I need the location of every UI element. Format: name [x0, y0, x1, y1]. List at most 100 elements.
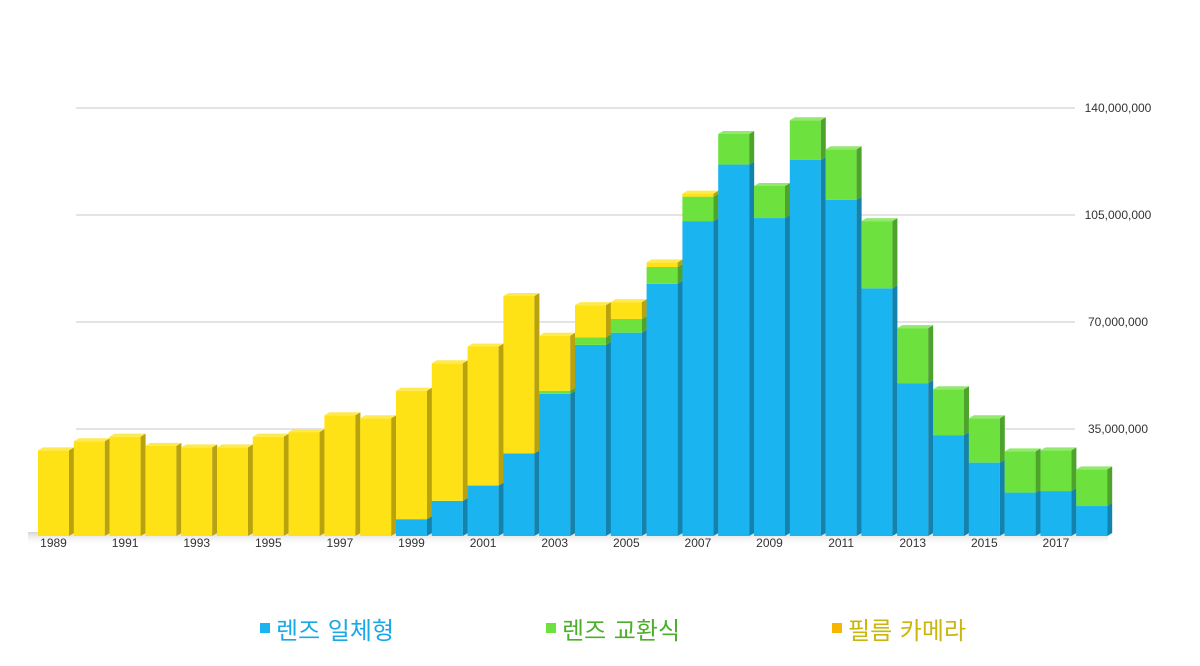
- bar-segment-side: [1071, 447, 1077, 492]
- bar-segment: [145, 445, 177, 536]
- legend-item-film: 필름 카메라: [832, 610, 966, 646]
- bar-segment: [467, 346, 499, 486]
- bar-segment-side: [140, 433, 146, 536]
- bar-segment-side: [856, 196, 862, 536]
- bar-segment-side: [355, 412, 361, 536]
- bar-segment: [933, 389, 964, 436]
- bar-top-face: [396, 387, 432, 391]
- x-tick-label: 1999: [398, 536, 425, 550]
- bar-top-face: [968, 415, 1005, 419]
- x-tick-label: 2013: [899, 536, 926, 550]
- bar-segment: [360, 418, 392, 536]
- bar-top-face: [431, 360, 468, 364]
- bar-segment-side: [212, 444, 218, 536]
- legend-item-interchangeable: 렌즈 교환식: [546, 610, 680, 646]
- bar-segment: [431, 500, 463, 536]
- bar-segment-side: [785, 215, 790, 537]
- bar-segment: [861, 221, 893, 289]
- bar-segment-side: [606, 302, 611, 338]
- bar-top-face: [145, 442, 182, 446]
- x-tick-label: 1995: [255, 536, 282, 550]
- bar-top-face: [109, 433, 146, 437]
- bar-segment: [754, 185, 785, 219]
- x-tick-label: 2017: [1043, 536, 1070, 550]
- bar-top-face: [288, 429, 325, 433]
- bar-segment-side: [176, 442, 182, 536]
- bar-segment: [682, 221, 714, 536]
- bar-segment-side: [999, 459, 1005, 536]
- bar-top-face: [503, 293, 540, 297]
- bar-top-face: [933, 386, 969, 390]
- bar-segment-side: [713, 190, 719, 197]
- bar-segment: [682, 196, 714, 222]
- bar-segment-side: [1035, 489, 1041, 536]
- bar-top-face: [575, 302, 611, 306]
- bar-segment-side: [749, 161, 755, 537]
- bar-segment-side: [570, 390, 576, 536]
- bar-segment-side: [570, 387, 576, 394]
- bar-segment: [1076, 506, 1108, 536]
- bar-segment: [646, 262, 678, 267]
- bar-top-face: [1076, 466, 1113, 470]
- bar-segment-side: [534, 293, 540, 454]
- bar-segment-side: [999, 415, 1005, 463]
- bar-segment-side: [1071, 488, 1077, 536]
- bar-segment-side: [641, 299, 647, 319]
- bar-segment: [897, 328, 929, 384]
- x-tick-label: 2011: [828, 536, 854, 550]
- bar-top-face: [1004, 448, 1041, 452]
- bar-segment-side: [462, 360, 468, 501]
- legend-label-film: 필름 카메라: [848, 616, 967, 645]
- y-tick-label: 140,000,000: [1085, 101, 1152, 115]
- bar-segment-side: [677, 263, 683, 284]
- bar-segment-side: [1035, 448, 1041, 493]
- bar-segment: [1004, 451, 1036, 493]
- x-tick-label: 2009: [756, 536, 783, 550]
- bar-segment-side: [1107, 503, 1113, 536]
- bar-segment-side: [69, 447, 74, 536]
- bar-segment-side: [892, 285, 898, 536]
- bar-top-face: [539, 332, 576, 336]
- x-tick-label: 1989: [40, 536, 67, 550]
- bar-segment: [897, 383, 929, 536]
- bar-segment: [324, 415, 356, 536]
- bars: [38, 117, 1113, 537]
- bar-top-face: [1040, 447, 1077, 451]
- bar-segment: [575, 337, 606, 345]
- x-tick-label: 1997: [327, 536, 354, 550]
- bar-segment-side: [964, 386, 969, 436]
- bar-segment: [575, 305, 606, 338]
- bar-segment-side: [785, 182, 790, 219]
- bar-segment: [1040, 491, 1072, 536]
- bar-top-face: [789, 117, 826, 121]
- bar-segment: [467, 485, 499, 536]
- y-tick-label: 70,000,000: [1088, 315, 1148, 329]
- bar-segment: [252, 436, 284, 536]
- bar-top-face: [181, 444, 218, 448]
- legend-label-interchangeable: 렌즈 교환식: [562, 616, 681, 645]
- bar-segment-side: [534, 450, 540, 536]
- bar-segment: [968, 462, 1000, 536]
- bar-top-face: [682, 190, 719, 194]
- bar-segment-side: [498, 343, 504, 486]
- bar-top-face: [360, 415, 397, 419]
- bar-segment: [217, 447, 248, 536]
- bar-segment-side: [820, 117, 826, 160]
- bar-segment: [825, 199, 857, 536]
- bar-segment: [503, 296, 535, 454]
- bar-top-face: [217, 444, 253, 448]
- bar-segment: [503, 453, 535, 536]
- bar-top-face: [73, 438, 110, 442]
- y-tick-label: 105,000,000: [1085, 208, 1152, 222]
- bar-segment-side: [928, 380, 934, 536]
- bar-segment-side: [606, 334, 611, 345]
- x-axis-labels: 1989 1991 1993 1995 1997 1999 2001 2003 2005 2007…: [40, 536, 1069, 550]
- bar-segment: [789, 120, 821, 160]
- x-tick-label: 2001: [470, 536, 497, 550]
- bar-segment: [431, 363, 463, 501]
- bar-segment-side: [427, 516, 432, 536]
- bar-segment: [1040, 450, 1072, 492]
- bar-segment-side: [928, 325, 934, 384]
- bar-segment-side: [892, 218, 898, 289]
